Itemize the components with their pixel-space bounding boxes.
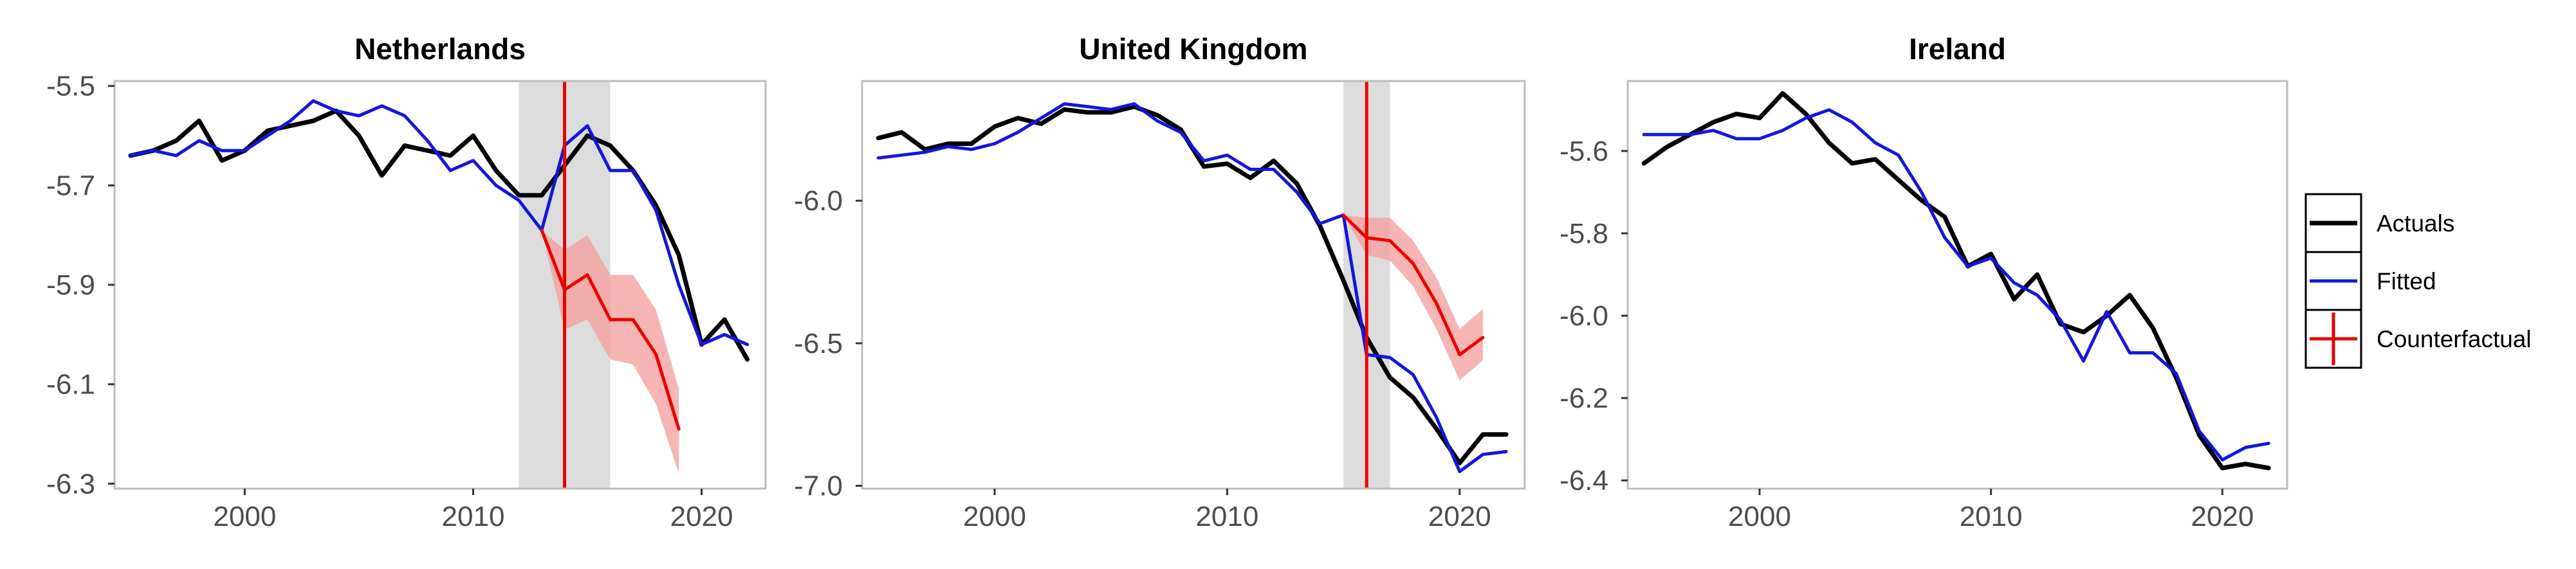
y-tick-label: -6.0: [794, 185, 843, 217]
series-fitted-line: [876, 102, 1508, 473]
legend-key-actuals: [2305, 193, 2362, 253]
counterfactual-band: [542, 230, 679, 474]
y-tick-label: -7.0: [794, 471, 843, 502]
panel-title: United Kingdom: [1079, 32, 1307, 66]
legend-key-counterfactual: [2305, 309, 2362, 369]
y-tick-label: -6.4: [1559, 465, 1608, 496]
x-tick-label: 2010: [1195, 501, 1258, 532]
x-tick-label: 2000: [213, 501, 276, 532]
x-tick-label: 2020: [670, 501, 733, 532]
panel-ireland: Ireland -5.6 -5.8 -6.0 -6.2 -6.4 2000 2010 2020: [1559, 32, 2288, 532]
y-tick-label: -5.7: [46, 170, 95, 201]
panel-netherlands: Netherlands -5.5 -5.7 -5.9 -6.1 -6.3 2000 2010 2…: [46, 32, 767, 532]
legend-label-fitted: Fitted: [2377, 268, 2436, 294]
y-tick-label: -5.9: [46, 269, 95, 301]
red-cross-line-icon: [2310, 312, 2357, 365]
legend-key-fitted: [2305, 251, 2362, 311]
y-tick-label: -6.1: [46, 369, 95, 401]
y-tick-label: -6.5: [794, 328, 843, 359]
y-tick-label: -5.5: [46, 71, 95, 102]
y-tick-label: -6.3: [46, 468, 95, 500]
panel-title: Netherlands: [354, 32, 526, 66]
panel-united-kingdom: United Kingdom -6.0 -6.5 -7.0 2000 2010 2020: [794, 32, 1526, 532]
x-tick-label: 2000: [963, 501, 1026, 532]
x-tick-label: 2010: [1960, 501, 2023, 532]
plot-frame: [861, 80, 1526, 490]
x-tick-label: 2020: [1428, 501, 1491, 532]
panel-title: Ireland: [1909, 32, 2006, 66]
series-actuals-line: [1641, 91, 2271, 471]
y-tick-label: -5.6: [1559, 136, 1608, 167]
plot-frame: [1626, 80, 2288, 490]
legend-label-counterfactual: Counterfactual: [2377, 326, 2532, 352]
y-tick-label: -5.8: [1559, 218, 1608, 249]
legend: Actuals Fitted Counterfactual: [2305, 193, 2532, 369]
y-tick-label: -6.2: [1559, 383, 1608, 414]
x-tick-label: 2020: [2191, 501, 2254, 532]
x-tick-label: 2010: [442, 501, 505, 532]
series-fitted-line: [129, 99, 750, 347]
counterfactual-band: [1343, 215, 1483, 381]
y-tick-label: -6.0: [1559, 300, 1608, 332]
series-fitted-line: [1642, 108, 2270, 462]
x-tick-label: 2000: [1728, 501, 1791, 532]
legend-label-actuals: Actuals: [2377, 210, 2454, 237]
